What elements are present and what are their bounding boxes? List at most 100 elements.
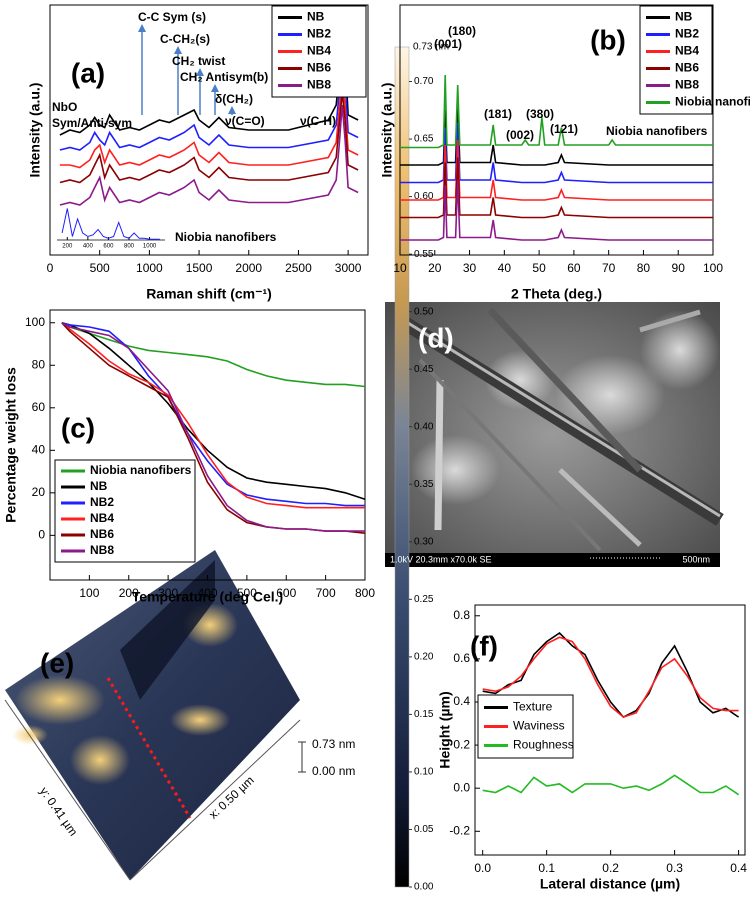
annotation: (002) <box>506 128 534 142</box>
series-line <box>59 92 359 184</box>
y-tick-label: 0.6 <box>453 651 470 665</box>
z-top-label: 0.73 nm <box>312 737 355 751</box>
x-axis-title: Lateral distance (µm) <box>540 876 680 892</box>
legend-box <box>477 694 574 759</box>
x-tick-label: 0.0 <box>474 861 491 875</box>
legend-label: NB8 <box>675 78 699 92</box>
legend-label: NB4 <box>90 511 114 525</box>
z-bottom-label: 0.00 nm <box>312 764 355 778</box>
arrow-head <box>228 106 236 114</box>
legend-label: NB6 <box>675 61 699 75</box>
x-tick-label: 0.4 <box>730 861 747 875</box>
x-tick-label: 30 <box>463 261 477 275</box>
annotation: ν(C-H) <box>300 114 336 128</box>
afm-surface <box>4 46 410 888</box>
x-tick-label: 300 <box>158 586 178 600</box>
inset-tick-label: 400 <box>83 244 94 250</box>
legend-label: NB4 <box>675 44 699 58</box>
arrow-head <box>211 84 219 92</box>
x-tick-label: 0.2 <box>602 861 619 875</box>
sem-info: 1.0kV 20.3mm x70.0k SE <box>390 554 492 564</box>
annotation: δ(CH₂) <box>215 92 253 106</box>
x-tick-label: 2000 <box>235 261 262 275</box>
colorbar-tick-label: 0.40 <box>414 421 434 432</box>
legend-label: NB4 <box>307 44 331 58</box>
x-tick-label: 70 <box>602 261 616 275</box>
series-line <box>61 322 365 507</box>
x-axis-title: 2 Theta (deg.) <box>511 286 602 302</box>
colorbar-tick-label: 0.05 <box>414 824 434 835</box>
legend-label: NB <box>90 479 108 493</box>
x-tick-label: 1000 <box>136 261 163 275</box>
plot-frame <box>49 4 369 256</box>
colorbar-tick-label: 0.55 <box>414 249 434 260</box>
annotation: C-CH₂(s) <box>160 32 210 46</box>
arrow-head <box>138 24 146 32</box>
x-axis-title: Temperature (deg Cel.) <box>132 589 283 605</box>
annotation: Niobia nanofibers <box>606 124 708 138</box>
annotation: NbO <box>52 100 77 114</box>
arrow-head <box>174 46 182 54</box>
legend-label: Niobia nanofibers <box>90 463 192 477</box>
series-line <box>59 64 359 151</box>
panel-label: (c) <box>61 412 95 443</box>
legend-label: NB2 <box>90 495 114 509</box>
colorbar-top-label: 0.73 nm <box>413 42 449 53</box>
annotation: CH₂ twist <box>172 54 225 68</box>
x-tick-label: 100 <box>79 586 99 600</box>
series-line <box>400 74 713 149</box>
annotation: (001) <box>434 37 462 51</box>
panel-label: (e) <box>40 647 74 678</box>
y-axis-title: Height (µm) <box>437 691 453 768</box>
colorbar-tick-label: 0.35 <box>414 479 434 490</box>
inset-label: Niobia nanofibers <box>175 230 277 244</box>
y-axis-title: Intensity (a.u.) <box>379 83 395 178</box>
y-tick-label: 60 <box>32 400 46 414</box>
x-tick-label: 50 <box>532 261 546 275</box>
series-line <box>61 322 365 532</box>
legend-label: Texture <box>513 700 553 714</box>
legend-label: NB2 <box>675 27 699 41</box>
x-tick-label: 400 <box>197 586 217 600</box>
annotation: CH₂ Antisym(b) <box>180 70 268 84</box>
x-tick-label: 500 <box>237 586 257 600</box>
colorbar-tick-label: 0.65 <box>414 134 434 145</box>
panel-label: (b) <box>590 24 626 55</box>
inset-tick-label: 600 <box>103 244 114 250</box>
legend-label: Niobia nanofibers <box>675 95 750 109</box>
colorbar-tick-label: 0.10 <box>414 767 434 778</box>
colorbar-tick-label: 0.30 <box>414 536 434 547</box>
x-tick-label: 800 <box>355 586 375 600</box>
legend-label: NB6 <box>307 61 331 75</box>
legend-label: NB8 <box>307 78 331 92</box>
series-line <box>482 774 740 796</box>
arrow-head <box>196 68 204 76</box>
y-tick-label: 0.2 <box>453 737 470 751</box>
x-tick-label: 0 <box>47 261 54 275</box>
y-tick-label: 100 <box>25 315 45 329</box>
x-tick-label: 0.3 <box>666 861 683 875</box>
x-tick-label: 2500 <box>285 261 312 275</box>
y-tick-label: 0.8 <box>453 608 470 622</box>
legend-label: Waviness <box>513 719 565 733</box>
legend-label: NB2 <box>307 27 331 41</box>
series-line <box>61 322 365 509</box>
x-tick-label: 60 <box>567 261 581 275</box>
y-tick-label: 20 <box>32 485 46 499</box>
series-line <box>61 322 366 500</box>
y-tick-label: 40 <box>32 442 46 456</box>
legend-label: NB <box>307 10 325 24</box>
series-line <box>59 9 359 136</box>
legend-box <box>54 459 196 563</box>
scale-bar-label: 500nm <box>682 554 710 564</box>
series-line <box>59 79 359 169</box>
series-line <box>59 104 359 206</box>
y-axis-title: Intensity (a.u.) <box>27 83 43 178</box>
x-tick-label: 80 <box>637 261 651 275</box>
colorbar-tick-label: 0.60 <box>414 191 434 202</box>
y-tick-label: 80 <box>32 357 46 371</box>
x-tick-label: 90 <box>672 261 686 275</box>
legend-label: Roughness <box>513 738 574 752</box>
annotation: (380) <box>526 107 554 121</box>
inset-tick-label: 200 <box>62 244 73 250</box>
